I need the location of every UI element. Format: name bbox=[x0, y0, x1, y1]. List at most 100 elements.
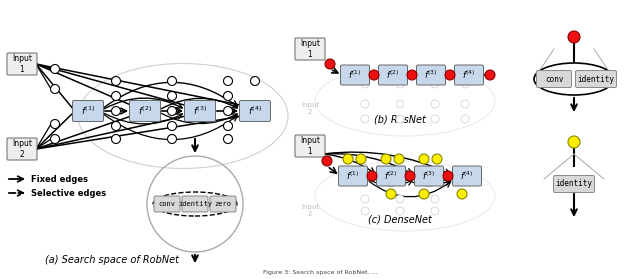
FancyBboxPatch shape bbox=[129, 100, 161, 121]
FancyBboxPatch shape bbox=[340, 65, 369, 85]
Circle shape bbox=[361, 195, 369, 203]
Text: $f^{(3)}$: $f^{(3)}$ bbox=[422, 170, 436, 182]
Text: Input
2: Input 2 bbox=[301, 205, 319, 218]
FancyBboxPatch shape bbox=[7, 53, 37, 75]
Circle shape bbox=[443, 171, 453, 181]
Text: identity: identity bbox=[577, 74, 614, 83]
Text: $f^{(1)}$: $f^{(1)}$ bbox=[346, 170, 360, 182]
Text: Figure 3: Search space of RobNet. ...: Figure 3: Search space of RobNet. ... bbox=[263, 270, 377, 275]
Circle shape bbox=[325, 59, 335, 69]
FancyBboxPatch shape bbox=[7, 138, 37, 160]
Text: identity: identity bbox=[178, 201, 212, 207]
Text: $f^{(4)}$: $f^{(4)}$ bbox=[462, 69, 476, 81]
Circle shape bbox=[568, 31, 580, 43]
Circle shape bbox=[111, 121, 120, 131]
Circle shape bbox=[431, 115, 439, 123]
Circle shape bbox=[432, 154, 442, 164]
Circle shape bbox=[168, 134, 177, 143]
Circle shape bbox=[396, 175, 404, 183]
Circle shape bbox=[343, 154, 353, 164]
FancyBboxPatch shape bbox=[295, 135, 325, 157]
Text: $f^{(2)}$: $f^{(2)}$ bbox=[138, 105, 152, 117]
Circle shape bbox=[396, 115, 404, 123]
FancyBboxPatch shape bbox=[295, 38, 325, 60]
Text: $f^{(4)}$: $f^{(4)}$ bbox=[460, 170, 474, 182]
Circle shape bbox=[457, 189, 467, 199]
Circle shape bbox=[361, 100, 369, 108]
Circle shape bbox=[419, 189, 429, 199]
Circle shape bbox=[111, 134, 120, 143]
Circle shape bbox=[223, 92, 232, 100]
Text: conv: conv bbox=[545, 74, 563, 83]
Circle shape bbox=[361, 175, 369, 183]
Circle shape bbox=[396, 207, 404, 215]
Circle shape bbox=[419, 154, 429, 164]
Text: (a) Search space of RobNet: (a) Search space of RobNet bbox=[45, 255, 179, 265]
FancyBboxPatch shape bbox=[210, 196, 236, 212]
Circle shape bbox=[51, 64, 60, 73]
Circle shape bbox=[111, 107, 120, 116]
Circle shape bbox=[51, 119, 60, 129]
Circle shape bbox=[361, 80, 369, 88]
Text: $f^{(2)}$: $f^{(2)}$ bbox=[384, 170, 397, 182]
Circle shape bbox=[111, 92, 120, 100]
Circle shape bbox=[51, 85, 60, 93]
FancyBboxPatch shape bbox=[154, 196, 180, 212]
Text: identity: identity bbox=[556, 179, 593, 189]
FancyBboxPatch shape bbox=[376, 166, 406, 186]
Circle shape bbox=[367, 171, 377, 181]
Circle shape bbox=[223, 121, 232, 131]
FancyBboxPatch shape bbox=[378, 65, 408, 85]
Text: Input
2: Input 2 bbox=[12, 139, 32, 159]
Circle shape bbox=[445, 70, 455, 80]
FancyBboxPatch shape bbox=[72, 100, 104, 121]
Circle shape bbox=[396, 80, 404, 88]
Circle shape bbox=[431, 100, 439, 108]
Circle shape bbox=[361, 207, 369, 215]
Text: Input
2: Input 2 bbox=[301, 102, 319, 116]
Text: $f^{(2)}$: $f^{(2)}$ bbox=[387, 69, 400, 81]
Circle shape bbox=[223, 107, 232, 116]
Circle shape bbox=[461, 115, 469, 123]
Circle shape bbox=[568, 136, 580, 148]
Text: Input
1: Input 1 bbox=[12, 54, 32, 74]
Text: $f^{(1)}$: $f^{(1)}$ bbox=[348, 69, 362, 81]
Circle shape bbox=[381, 154, 391, 164]
FancyBboxPatch shape bbox=[339, 166, 367, 186]
Circle shape bbox=[386, 189, 396, 199]
Circle shape bbox=[369, 70, 379, 80]
Circle shape bbox=[223, 134, 232, 143]
Circle shape bbox=[250, 76, 259, 85]
Circle shape bbox=[168, 92, 177, 100]
Circle shape bbox=[356, 154, 366, 164]
Circle shape bbox=[431, 195, 439, 203]
Text: Fixed edges: Fixed edges bbox=[31, 174, 88, 184]
Circle shape bbox=[223, 76, 232, 85]
Circle shape bbox=[461, 100, 469, 108]
Circle shape bbox=[322, 156, 332, 166]
Text: $f^{(3)}$: $f^{(3)}$ bbox=[424, 69, 438, 81]
Text: $f^{(1)}$: $f^{(1)}$ bbox=[81, 105, 95, 117]
FancyBboxPatch shape bbox=[239, 100, 271, 121]
Circle shape bbox=[431, 80, 439, 88]
FancyBboxPatch shape bbox=[184, 100, 216, 121]
Circle shape bbox=[431, 207, 439, 215]
Circle shape bbox=[168, 121, 177, 131]
Text: Input
1: Input 1 bbox=[300, 136, 320, 156]
Text: (c) DenseNet: (c) DenseNet bbox=[368, 214, 432, 224]
Circle shape bbox=[461, 80, 469, 88]
Circle shape bbox=[51, 134, 60, 143]
Circle shape bbox=[394, 154, 404, 164]
FancyBboxPatch shape bbox=[575, 71, 616, 88]
Circle shape bbox=[431, 175, 439, 183]
FancyBboxPatch shape bbox=[454, 65, 483, 85]
Circle shape bbox=[168, 107, 177, 116]
Circle shape bbox=[396, 100, 404, 108]
FancyBboxPatch shape bbox=[536, 71, 572, 88]
Circle shape bbox=[485, 70, 495, 80]
Text: zero: zero bbox=[214, 201, 232, 207]
Circle shape bbox=[361, 115, 369, 123]
Circle shape bbox=[396, 195, 404, 203]
FancyBboxPatch shape bbox=[554, 175, 595, 193]
Circle shape bbox=[168, 76, 177, 85]
